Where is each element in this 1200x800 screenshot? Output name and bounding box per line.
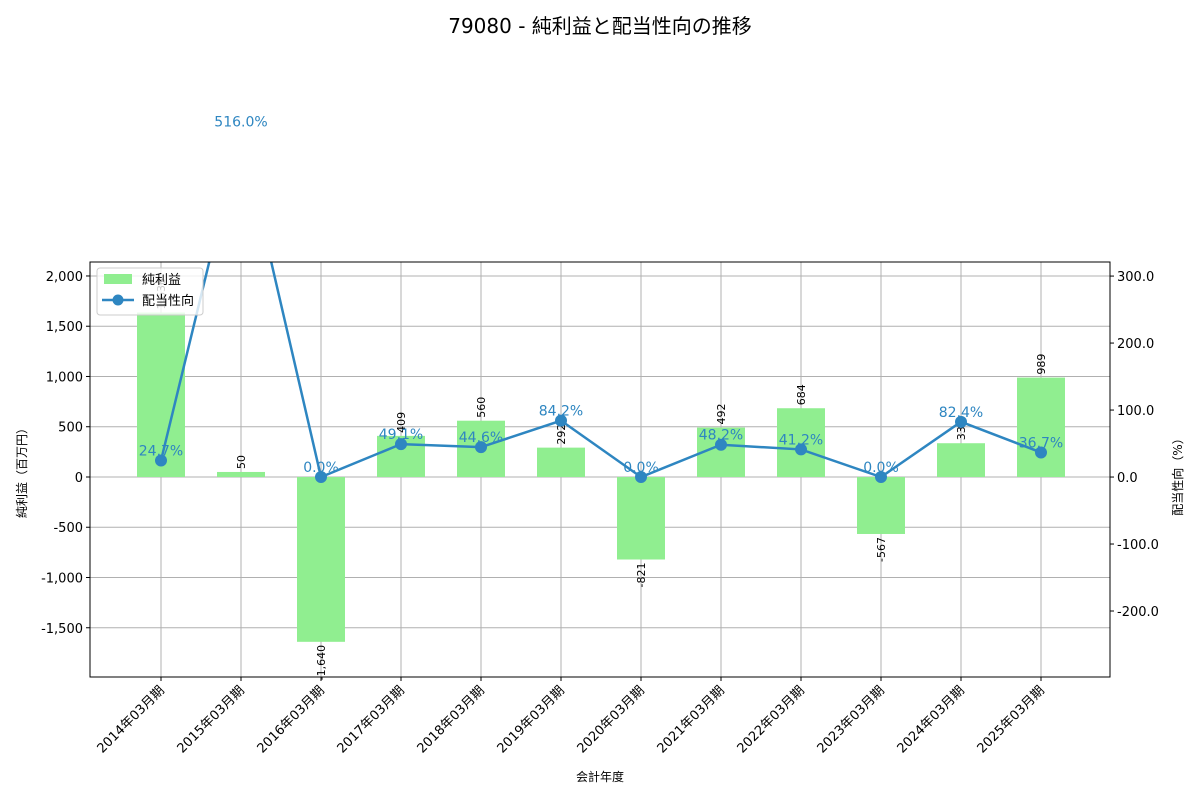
payout-marker	[475, 441, 487, 454]
payout-value-label: 36.7%	[1019, 435, 1063, 451]
bar-value-label: 50	[235, 455, 248, 469]
legend-label-net-income: 純利益	[142, 273, 181, 288]
x-axis-label: 会計年度	[576, 769, 624, 784]
right-tick-label: 300.0	[1117, 270, 1154, 285]
left-tick-label: 1,500	[46, 320, 83, 335]
payout-marker	[555, 414, 567, 427]
payout-value-label: 0.0%	[863, 460, 899, 476]
x-tick-label: 2014年03月期	[95, 683, 168, 756]
plot-frame	[89, 261, 1111, 678]
payout-marker	[955, 415, 967, 428]
chart-title: 79080 - 純利益と配当性向の推移	[448, 14, 752, 38]
left-y-axis-label: 純利益（百万円）	[15, 422, 29, 518]
payout-value-label: 44.6%	[459, 430, 503, 446]
right-tick-label: 200.0	[1117, 337, 1154, 352]
bar-value-label: -821	[635, 563, 648, 588]
left-tick-label: 2,000	[46, 270, 83, 285]
payout-line-path	[159, 262, 1042, 479]
payout-marker	[155, 454, 167, 467]
x-tick-label: 2021年03月期	[655, 683, 728, 756]
x-tick-label: 2023年03月期	[815, 683, 888, 756]
left-tick-label: 500	[58, 421, 83, 436]
bar	[777, 408, 825, 477]
bar	[217, 471, 265, 477]
x-tick-label: 2022年03月期	[735, 683, 808, 756]
x-tick-label: 2019年03月期	[495, 683, 568, 756]
payout-value-label: 516.0%	[214, 114, 267, 130]
right-y-axis-label: 配当性向（%）	[1170, 432, 1185, 515]
bar	[617, 476, 665, 560]
x-tick-label: 2017年03月期	[335, 683, 408, 756]
payout-marker	[1035, 446, 1047, 459]
bar	[937, 443, 985, 477]
payout-value-label: 24.7%	[139, 443, 183, 459]
right-tick-label: -200.0	[1117, 605, 1159, 620]
bar-value-label: 409	[395, 412, 408, 433]
right-y-axis: -200.0 -100.0 0.0 100.0 200.0 300.0	[1110, 270, 1159, 620]
bar	[1017, 377, 1065, 477]
legend: 純利益 配当性向	[96, 267, 204, 316]
bar	[297, 476, 345, 642]
payout-value-label: 49.1%	[379, 427, 423, 443]
x-tick-label: 2025年03月期	[975, 683, 1048, 756]
bar-value-label: 989	[1035, 354, 1048, 375]
left-tick-label: -500	[53, 521, 83, 536]
payout-value-label: 0.0%	[303, 460, 339, 476]
left-y-axis: -1,500 -1,000 -500 0 500 1,000 1,500 2,000	[41, 270, 90, 637]
payout-marker	[315, 471, 327, 484]
payout-marker	[795, 443, 807, 456]
payout-marker	[395, 438, 407, 451]
net-income-bar-labels: 1,63650-1,640409560292-821492684-5673369…	[155, 278, 1048, 680]
legend-marker-icon	[112, 294, 124, 306]
bar	[857, 476, 905, 534]
x-tick-label: 2016年03月期	[255, 683, 328, 756]
payout-value-label: 82.4%	[939, 405, 983, 421]
legend-bar-swatch-icon	[104, 274, 132, 284]
left-tick-label: -1,500	[41, 622, 83, 637]
x-axis: 2014年03月期 2015年03月期 2016年03月期 2017年03月期 2018…	[95, 677, 1048, 757]
bar-value-label: 492	[715, 404, 728, 425]
payout-ratio-labels: 24.7% 516.0% 0.0% 49.1% 44.6% 84.2% 0.0% 48.2% 4…	[139, 114, 1063, 476]
left-tick-label: 0	[75, 471, 83, 486]
bar	[537, 447, 585, 477]
bar-value-label: 292	[555, 424, 568, 445]
x-tick-label: 2020年03月期	[575, 683, 648, 756]
payout-value-label: 84.2%	[539, 404, 583, 420]
payout-value-label: 41.2%	[779, 432, 823, 448]
right-tick-label: 100.0	[1117, 404, 1154, 419]
bar-value-label: 560	[475, 397, 488, 418]
x-tick-label: 2015年03月期	[175, 683, 248, 756]
payout-value-label: 0.0%	[623, 460, 659, 476]
payout-marker	[635, 471, 647, 484]
bar-value-label: -1,640	[315, 645, 328, 680]
payout-value-label: 48.2%	[699, 428, 743, 444]
left-tick-label: 1,000	[46, 370, 83, 385]
right-tick-label: -100.0	[1117, 538, 1159, 553]
right-tick-label: 0.0	[1117, 471, 1138, 486]
left-tick-label: -1,000	[41, 571, 83, 586]
payout-marker	[875, 471, 887, 484]
x-tick-label: 2024年03月期	[895, 683, 968, 756]
legend-label-payout-ratio: 配当性向	[142, 293, 194, 309]
payout-marker	[715, 438, 727, 451]
bar-value-label: -567	[875, 537, 888, 562]
bar-value-label: 684	[795, 384, 808, 405]
payout-ratio-line	[155, 262, 1047, 484]
x-tick-label: 2018年03月期	[415, 683, 488, 756]
